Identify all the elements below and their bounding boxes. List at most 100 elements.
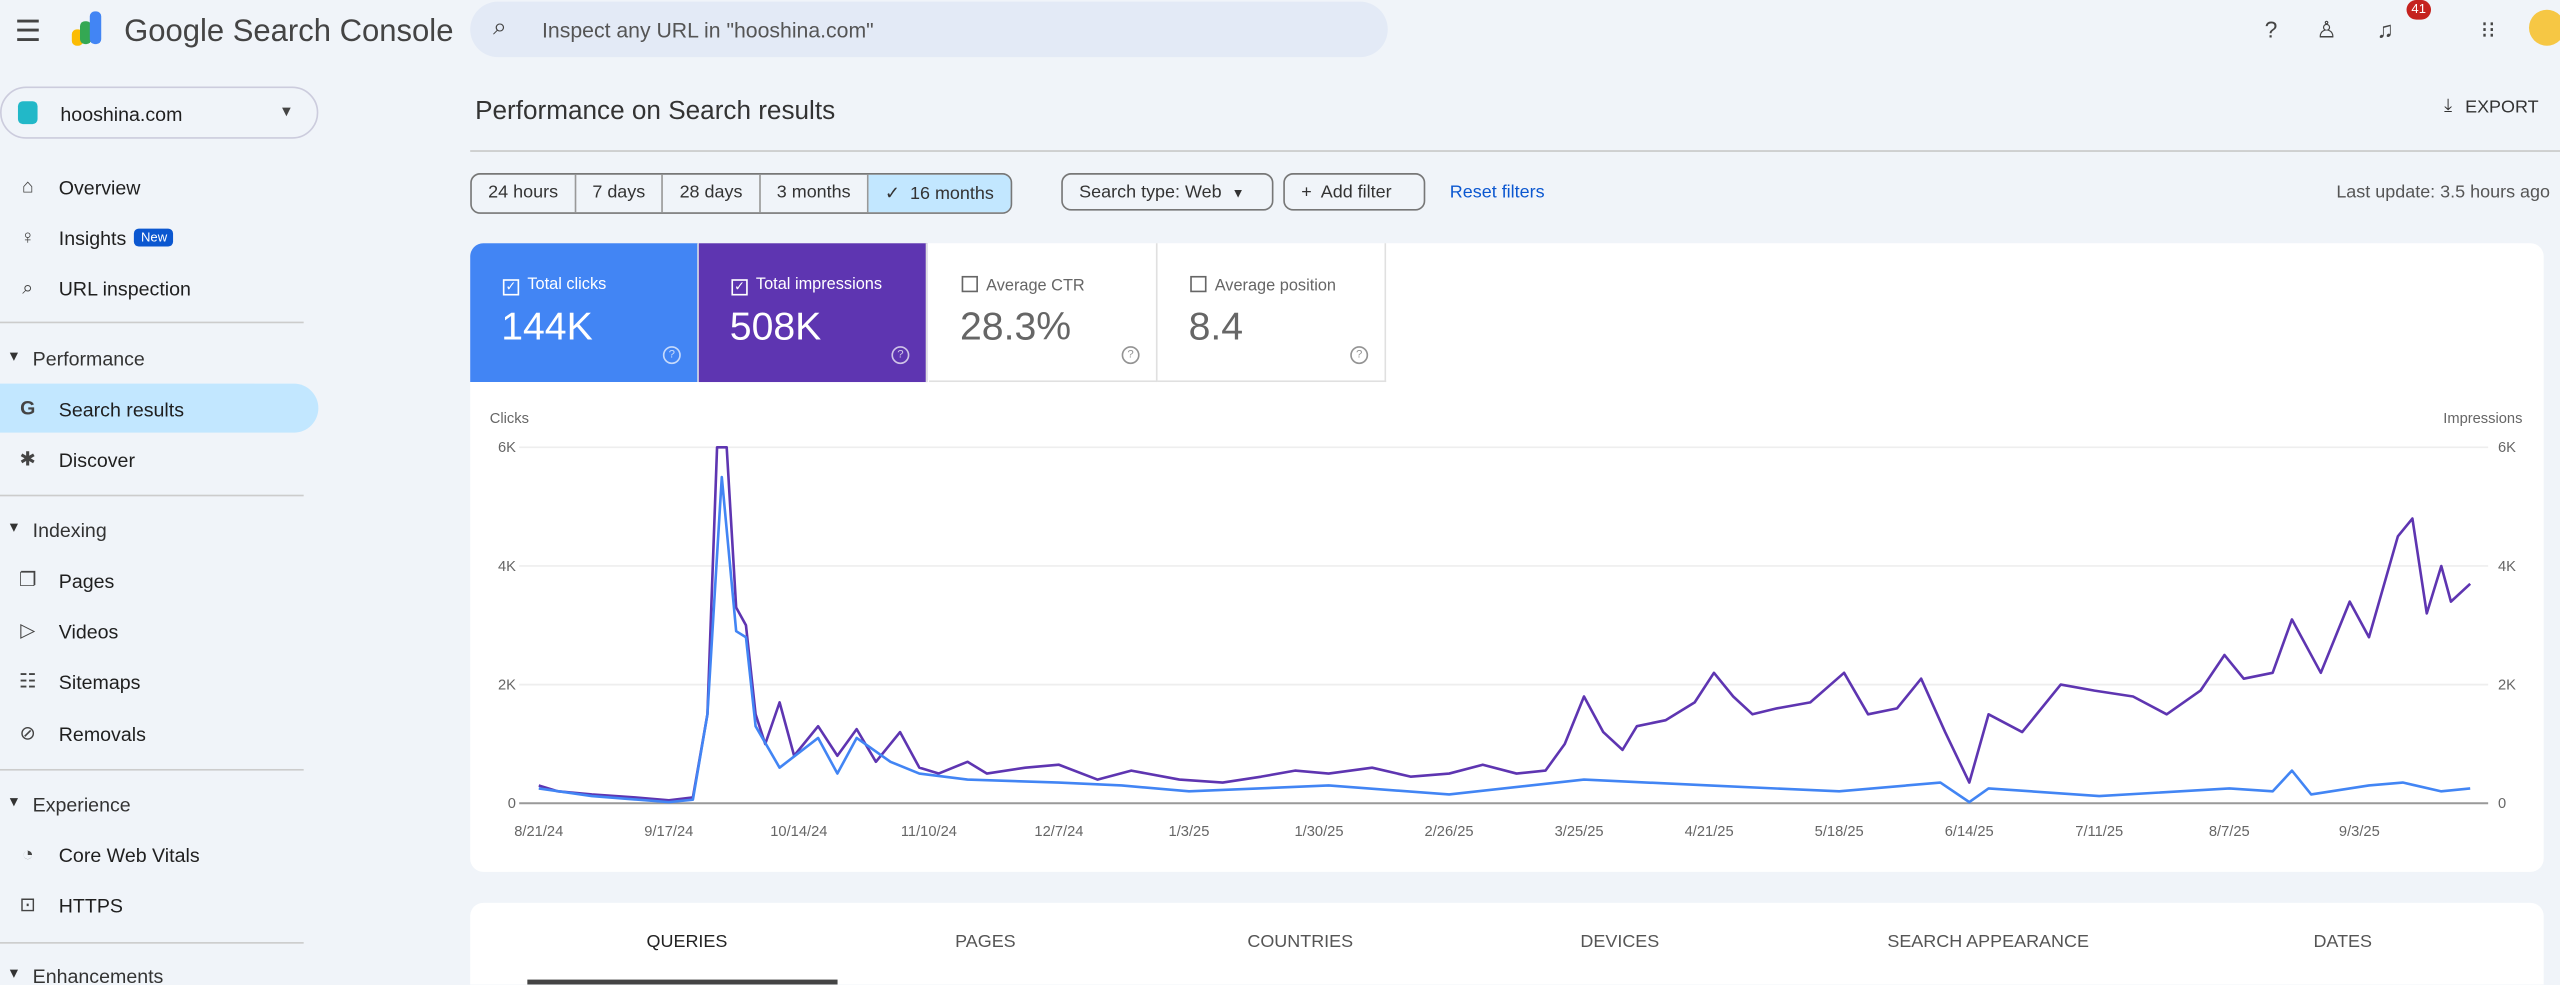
search-icon: ⌕	[493, 13, 507, 41]
asterisk-icon: ✱	[19, 447, 36, 471]
avatar[interactable]	[2528, 9, 2560, 46]
notification-badge: 41	[2406, 0, 2431, 20]
y-tick-label-right: 4K	[2498, 559, 2516, 575]
dimension-tabs: QUERIES PAGES COUNTRIES DEVICES SEARCH A…	[470, 902, 2544, 985]
y-tick-label-left: 2K	[498, 678, 516, 694]
search-icon: ⌕	[22, 275, 34, 299]
pages-icon: ❐	[18, 568, 37, 592]
checkbox-checked-icon[interactable]: ✓	[731, 279, 748, 296]
sidebar-item-core-web-vitals[interactable]: ◔ Core Web Vitals	[0, 829, 318, 878]
date-range-selector[interactable]: 24 hours 7 days 28 days 3 months ✓ 16 mo…	[470, 173, 1012, 214]
metric-average-ctr[interactable]: Average CTR 28.3%?	[928, 243, 1158, 383]
plus-icon: +	[1301, 182, 1312, 203]
tab-queries[interactable]: QUERIES	[646, 932, 728, 952]
gauge-icon: ◔	[21, 842, 34, 866]
sidebar-item-https[interactable]: ⊡ HTTPS	[0, 880, 318, 929]
help-icon[interactable]: ?	[891, 346, 910, 365]
range-28-days[interactable]: 28 days	[663, 174, 761, 213]
section-experience[interactable]: ▾ Experience	[9, 793, 131, 817]
x-tick-label: 8/21/24	[514, 824, 563, 840]
sidebar-item-discover[interactable]: ✱ Discover	[0, 434, 318, 483]
divider	[0, 321, 304, 324]
sidebar-item-removals[interactable]: ⊘ Removals	[0, 709, 318, 758]
sidebar-item-search-results[interactable]: G Search results	[0, 383, 319, 433]
search-type-label: Search type: Web	[1079, 182, 1222, 203]
property-favicon	[17, 101, 38, 125]
search-type-dropdown[interactable]: Search type: Web ▼	[1061, 173, 1274, 211]
help-icon[interactable]: ?	[1121, 346, 1140, 365]
x-tick-label: 7/11/25	[2075, 824, 2123, 840]
export-label: EXPORT	[2465, 97, 2539, 117]
range-24-hours[interactable]: 24 hours	[472, 174, 577, 213]
last-update: Last update: 3.5 hours ago	[2336, 182, 2551, 203]
checkbox-checked-icon[interactable]: ✓	[502, 279, 520, 296]
collapse-arrow-icon: ▾	[9, 519, 19, 538]
bell-icon[interactable]: ♫	[2376, 16, 2394, 43]
metric-label: Average CTR	[986, 277, 1085, 296]
series-line-impressions	[538, 446, 2472, 802]
section-indexing[interactable]: ▾ Indexing	[9, 519, 107, 543]
help-icon[interactable]: ?	[662, 346, 681, 365]
x-tick-label: 9/17/24	[644, 824, 693, 840]
sidebar-item-overview[interactable]: ⌂ Overview	[0, 162, 318, 211]
x-tick-label: 12/7/24	[1034, 824, 1083, 840]
range-3-months[interactable]: 3 months	[760, 174, 869, 213]
x-tick-label: 8/7/25	[2209, 824, 2250, 840]
tab-search-appearance[interactable]: SEARCH APPEARANCE	[1887, 932, 2089, 952]
collapse-arrow-icon: ▾	[9, 347, 19, 366]
x-tick-label: 1/3/25	[1169, 824, 1210, 840]
metric-value: 8.4	[1188, 305, 1244, 350]
sidebar-item-sitemaps[interactable]: ☷ Sitemaps	[0, 656, 318, 705]
download-icon: ⤓	[2444, 96, 2453, 116]
apps-grid-icon[interactable]: ⁝⁝	[2480, 16, 2496, 43]
dropdown-arrow-icon: ▼	[1231, 186, 1245, 201]
x-tick-label: 2/26/25	[1425, 824, 1474, 840]
checkbox-icon[interactable]	[961, 275, 978, 293]
metric-average-position[interactable]: Average position 8.4?	[1157, 243, 1387, 383]
y-tick-label-left: 0	[508, 796, 516, 812]
x-tick-label: 5/18/25	[1815, 824, 1864, 840]
metric-total-impressions[interactable]: ✓ Total impressions 508K?	[698, 243, 928, 383]
add-filter-button[interactable]: + Add filter	[1283, 173, 1426, 211]
export-button[interactable]: ⤓ EXPORT	[2444, 96, 2539, 117]
sidebar-item-url-inspection[interactable]: ⌕ URL inspection	[0, 263, 318, 312]
x-tick-label: 9/3/25	[2339, 824, 2380, 840]
app-title: Google Search Console	[124, 14, 454, 49]
y-axis-label-left: Clicks	[490, 411, 529, 427]
user-settings-icon[interactable]: ♙	[2316, 16, 2337, 43]
range-7-days[interactable]: 7 days	[576, 174, 664, 213]
tab-pages[interactable]: PAGES	[955, 932, 1016, 952]
chevron-down-icon: ▼	[279, 102, 294, 120]
active-tab-indicator	[527, 979, 838, 985]
help-icon[interactable]: ?	[2264, 16, 2278, 43]
reset-filters-link[interactable]: Reset filters	[1449, 182, 1545, 203]
metric-label: Average position	[1214, 277, 1337, 296]
google-g-icon: G	[20, 396, 36, 420]
check-icon: ✓	[884, 184, 900, 205]
property-selector[interactable]: hooshina.com ▼	[0, 86, 319, 139]
section-performance[interactable]: ▾ Performance	[9, 347, 145, 371]
range-16-months[interactable]: ✓ 16 months	[868, 174, 1011, 213]
divider	[0, 942, 304, 944]
tab-countries[interactable]: COUNTRIES	[1247, 932, 1354, 952]
x-tick-label: 3/25/25	[1555, 824, 1604, 840]
checkbox-icon[interactable]	[1190, 275, 1207, 293]
search-console-logo	[71, 11, 102, 46]
divider	[0, 494, 304, 497]
section-enhancements[interactable]: ▾ Enhancements	[9, 964, 164, 985]
tab-devices[interactable]: DEVICES	[1580, 932, 1660, 952]
x-tick-label: 4/21/25	[1685, 824, 1734, 840]
tab-dates[interactable]: DATES	[2313, 932, 2373, 952]
menu-icon[interactable]: ☰	[14, 14, 42, 48]
collapse-arrow-icon: ▾	[9, 964, 19, 983]
insights-label: Insights	[58, 226, 127, 250]
url-inspect-search[interactable]: ⌕ Inspect any URL in "hooshina.com"	[470, 1, 1388, 58]
help-icon[interactable]: ?	[1350, 346, 1369, 365]
sidebar-item-insights[interactable]: ♀ Insights New	[0, 212, 318, 261]
video-icon: ▷	[20, 618, 36, 642]
metric-total-clicks[interactable]: ✓ Total clicks 144K?	[470, 243, 699, 383]
sidebar-item-videos[interactable]: ▷ Videos	[0, 606, 318, 655]
sidebar-item-pages[interactable]: ❐ Pages	[0, 555, 318, 604]
page-title: Performance on Search results	[475, 97, 836, 126]
collapse-arrow-icon: ▾	[9, 793, 19, 812]
